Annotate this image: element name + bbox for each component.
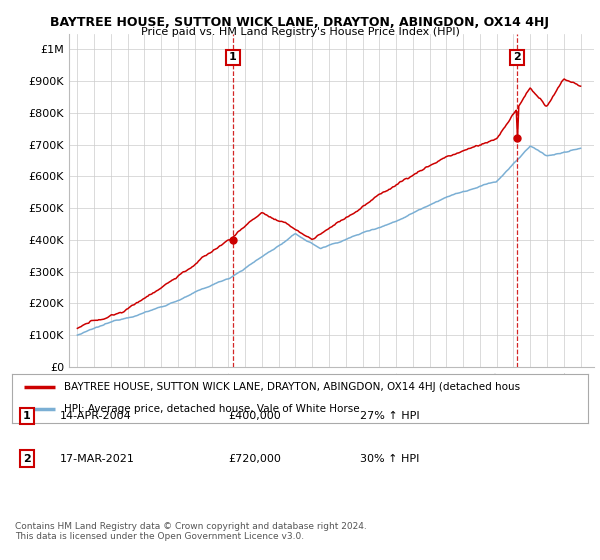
Text: BAYTREE HOUSE, SUTTON WICK LANE, DRAYTON, ABINGDON, OX14 4HJ (detached hous: BAYTREE HOUSE, SUTTON WICK LANE, DRAYTON… [64, 382, 520, 392]
Text: 30% ↑ HPI: 30% ↑ HPI [360, 454, 419, 464]
Text: 27% ↑ HPI: 27% ↑ HPI [360, 411, 419, 421]
Text: 2: 2 [23, 454, 31, 464]
Text: Price paid vs. HM Land Registry's House Price Index (HPI): Price paid vs. HM Land Registry's House … [140, 27, 460, 37]
Text: 1: 1 [23, 411, 31, 421]
Text: 17-MAR-2021: 17-MAR-2021 [60, 454, 135, 464]
Text: 1: 1 [229, 53, 237, 62]
Text: £400,000: £400,000 [228, 411, 281, 421]
Text: 14-APR-2004: 14-APR-2004 [60, 411, 132, 421]
Text: £720,000: £720,000 [228, 454, 281, 464]
Text: BAYTREE HOUSE, SUTTON WICK LANE, DRAYTON, ABINGDON, OX14 4HJ: BAYTREE HOUSE, SUTTON WICK LANE, DRAYTON… [50, 16, 550, 29]
Text: 2: 2 [513, 53, 521, 62]
Text: HPI: Average price, detached house, Vale of White Horse: HPI: Average price, detached house, Vale… [64, 404, 359, 414]
Text: Contains HM Land Registry data © Crown copyright and database right 2024.
This d: Contains HM Land Registry data © Crown c… [15, 522, 367, 542]
